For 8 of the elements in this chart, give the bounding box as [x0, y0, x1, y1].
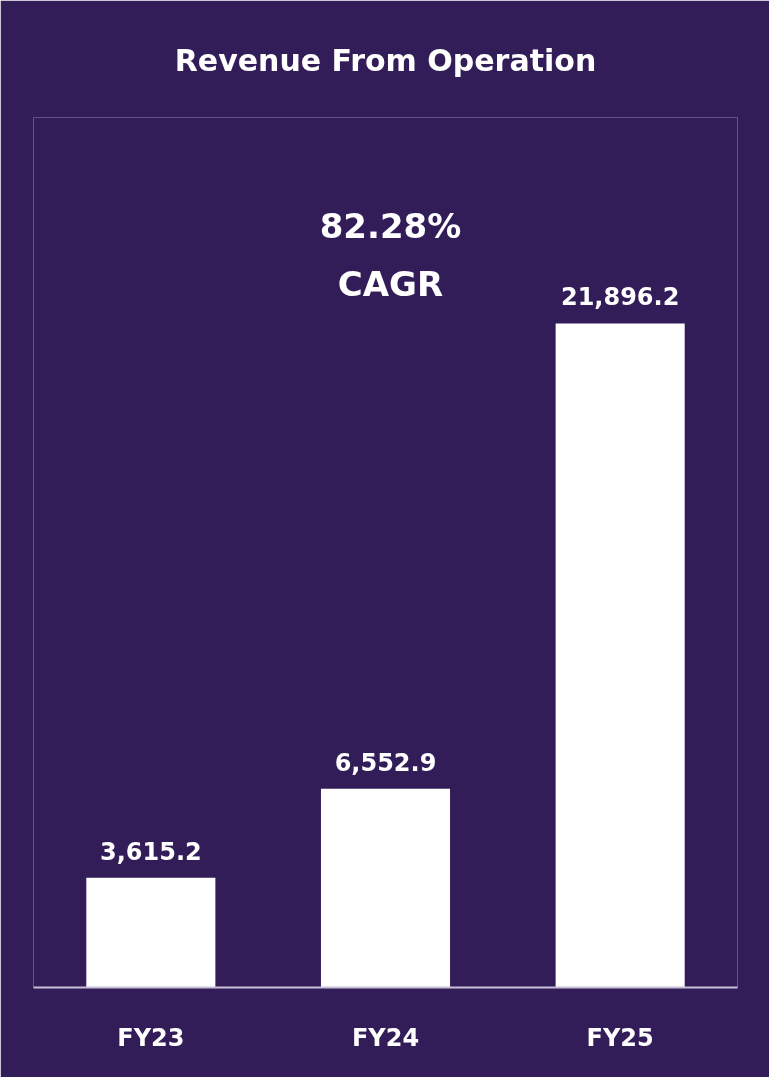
x-tick-label: FY23	[117, 1023, 185, 1052]
data-label: 21,896.2	[560, 283, 680, 312]
data-label: 6,552.9	[334, 748, 437, 777]
x-tick-label: FY25	[586, 1023, 654, 1052]
data-label: 3,615.2	[99, 837, 202, 866]
x-tick-label: FY24	[351, 1023, 420, 1052]
chart-title: Revenue From Operation	[174, 42, 597, 78]
text: 82.28% CAGR	[319, 205, 462, 304]
